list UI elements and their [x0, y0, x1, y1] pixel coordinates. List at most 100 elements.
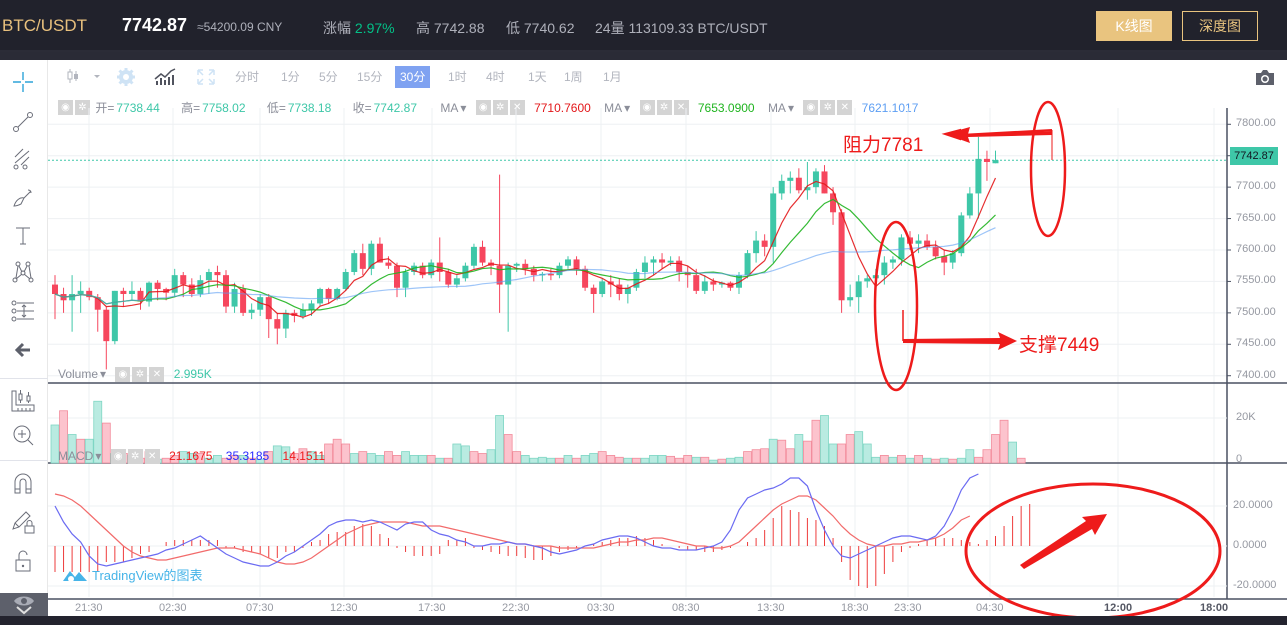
back-arrow-icon[interactable] — [9, 337, 37, 363]
gear-icon[interactable]: ✲ — [75, 100, 90, 115]
divider — [0, 52, 1287, 60]
volume-label: 24量 — [595, 20, 625, 36]
change-value: 2.97% — [354, 20, 395, 36]
volume-axis-label: 20K — [1236, 411, 1256, 423]
close-label: 收= — [352, 101, 372, 115]
text-icon[interactable] — [9, 223, 37, 249]
gear-icon[interactable]: ✲ — [132, 367, 148, 382]
close-icon[interactable]: ✕ — [837, 100, 853, 115]
interval-tab[interactable]: 1月 — [603, 70, 622, 84]
ma-label[interactable]: MA — [767, 101, 786, 115]
time-axis-label: 04:30 — [976, 602, 1004, 614]
ma-label[interactable]: MA — [604, 101, 623, 115]
chart-toolbar: 分时 1分 5分 15分 30分 1时 4时 1天 1周 1月 — [48, 60, 1287, 92]
eye-icon — [14, 596, 34, 615]
interval-tab[interactable]: 分时 — [235, 70, 260, 84]
time-axis-label: 18:00 — [1200, 602, 1229, 614]
ma3-value: 7621.1017 — [861, 101, 919, 115]
magnet-icon[interactable] — [9, 470, 37, 496]
chevron-down-icon[interactable]: ▾ — [460, 101, 467, 115]
volume-label[interactable]: Volume — [58, 367, 99, 381]
price-axis-label: 7650.00 — [1236, 211, 1276, 224]
time-axis-label: 17:30 — [418, 602, 446, 614]
gear-icon[interactable]: ✲ — [656, 100, 672, 115]
pattern-icon[interactable] — [9, 259, 37, 285]
gear-icon[interactable] — [115, 67, 137, 87]
tradingview-watermark[interactable]: TradingView的图表 — [62, 565, 203, 584]
market-header: BTC/USDT 7742.87 ≈54200.09 CNY 涨幅 2.97% … — [0, 0, 1287, 52]
interval-tab[interactable]: 5分 — [319, 70, 338, 84]
brush-icon[interactable] — [9, 185, 37, 211]
eye-icon[interactable]: ◉ — [110, 449, 126, 464]
volume-legend: Volume ▾ ◉ ✲ ✕ 2.995K — [58, 367, 212, 382]
measure-icon[interactable] — [9, 298, 37, 324]
eye-icon[interactable]: ◉ — [475, 100, 491, 115]
trading-pair[interactable]: BTC/USDT — [2, 16, 87, 35]
interval-tab[interactable]: 4时 — [486, 70, 505, 84]
indicators-icon[interactable] — [153, 67, 177, 87]
low-value: 7738.18 — [287, 101, 332, 115]
interval-tab-active[interactable]: 30分 — [395, 66, 431, 88]
chevron-down-icon[interactable]: ▾ — [624, 101, 631, 115]
chevron-down-icon[interactable]: ▾ — [100, 367, 107, 381]
chart-container: 分时 1分 5分 15分 30分 1时 4时 1天 1周 1月 ◉ ✲ 开= 773… — [0, 60, 1287, 616]
open-label: 开= — [95, 101, 115, 115]
unlock-icon[interactable] — [9, 548, 37, 574]
volume-value: 113109.33 BTC/USDT — [628, 20, 768, 36]
close-icon[interactable]: ✕ — [509, 100, 525, 115]
interval-tab[interactable]: 1时 — [448, 70, 467, 84]
support-annotation: 支撑7449 — [1019, 335, 1100, 356]
change-label: 涨幅 — [323, 20, 351, 36]
chevron-down-icon[interactable]: ▾ — [95, 449, 102, 463]
interval-tab[interactable]: 1天 — [528, 70, 547, 84]
last-price: 7742.87 — [122, 15, 188, 35]
price-axis-label: 7700.00 — [1236, 180, 1276, 193]
macd-label[interactable]: MACD — [58, 449, 94, 463]
volume-value: 2.995K — [173, 367, 212, 381]
gear-icon[interactable]: ✲ — [820, 100, 836, 115]
ma-label[interactable]: MA — [440, 101, 459, 115]
gear-icon[interactable]: ✲ — [492, 100, 508, 115]
price-axis-label: 7450.00 — [1236, 337, 1276, 350]
visibility-toggle[interactable] — [0, 593, 48, 616]
high-value: 7758.02 — [202, 101, 246, 115]
eye-icon[interactable]: ◉ — [639, 100, 655, 115]
ohlc-legend: ◉ ✲ 开= 7738.44 高= 7758.02 低= 7738.18 收= 7742.… — [58, 100, 918, 116]
eye-icon[interactable]: ◉ — [58, 100, 73, 115]
trend-line-icon[interactable] — [9, 109, 37, 135]
time-axis-label: 21:30 — [75, 602, 103, 614]
eye-icon[interactable]: ◉ — [115, 367, 131, 382]
close-value: 7742.87 — [373, 101, 417, 115]
eye-icon[interactable]: ◉ — [803, 100, 819, 115]
high-stat: 高 7742.88 — [416, 18, 485, 38]
low-value: 7740.62 — [523, 20, 575, 36]
close-icon[interactable]: ✕ — [149, 367, 165, 382]
close-icon[interactable]: ✕ — [673, 100, 689, 115]
pitchfork-icon[interactable] — [9, 146, 37, 172]
camera-icon[interactable] — [1254, 68, 1276, 88]
candles-ruler-icon[interactable] — [9, 387, 37, 413]
interval-tab[interactable]: 1分 — [281, 70, 300, 84]
fullscreen-icon[interactable] — [195, 67, 217, 87]
gear-icon[interactable]: ✲ — [127, 449, 143, 464]
lock-drawing-icon[interactable] — [9, 509, 37, 535]
time-axis-label: 12:00 — [1104, 602, 1133, 614]
interval-tab[interactable]: 1周 — [564, 70, 583, 84]
crosshair-icon[interactable] — [9, 69, 37, 95]
close-icon[interactable]: ✕ — [144, 449, 160, 464]
macd-axis-label: 20.0000 — [1233, 499, 1273, 511]
chevron-down-icon[interactable] — [92, 67, 102, 87]
open-value: 7738.44 — [116, 101, 160, 115]
time-axis-label: 02:30 — [159, 602, 187, 614]
depth-chart-button[interactable]: 深度图 — [1182, 11, 1258, 41]
volume-axis-label: 0 — [1236, 453, 1243, 465]
price-axis-label: 7400.00 — [1236, 368, 1276, 381]
macd-axis-label: -20.0000 — [1233, 579, 1277, 591]
macd-line-value: 35.3185 — [225, 449, 270, 463]
price-axis-label: 7500.00 — [1236, 305, 1276, 318]
kline-chart-button[interactable]: K线图 — [1096, 11, 1172, 41]
zoom-in-icon[interactable] — [9, 422, 37, 448]
chevron-down-icon[interactable]: ▾ — [787, 101, 794, 115]
candle-style-icon[interactable] — [66, 67, 80, 87]
interval-tab[interactable]: 15分 — [357, 70, 383, 84]
